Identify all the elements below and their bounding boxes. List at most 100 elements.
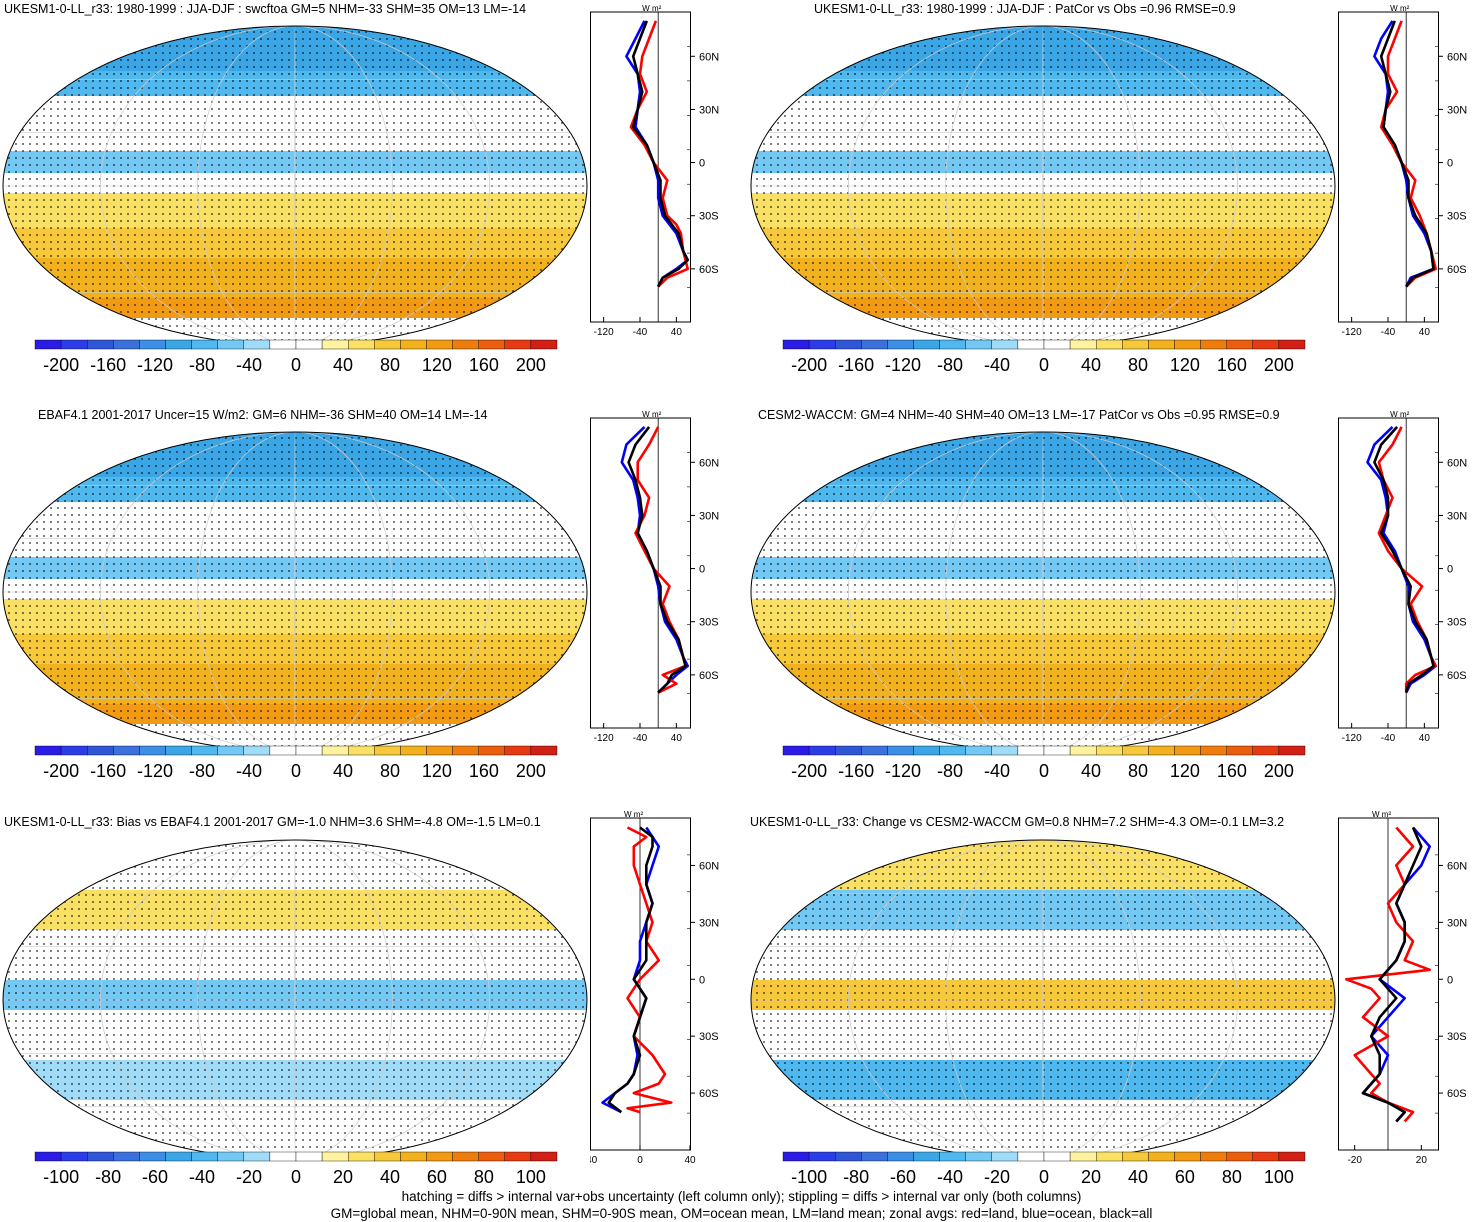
colorbar-tick-label: 100 <box>1264 1167 1294 1187</box>
colorbar-swatch <box>60 1151 88 1162</box>
colorbar-swatch <box>834 745 862 756</box>
map-plot <box>2 431 588 753</box>
colorbar-tick-label: 60 <box>1175 1167 1195 1187</box>
panel-title: UKESM1-0-LL_r33: 1980-1999 : JJA-DJF : s… <box>4 2 527 16</box>
colorbar-swatch <box>965 745 992 756</box>
colorbar-swatch <box>965 339 992 350</box>
colorbar-swatch <box>1069 339 1097 350</box>
colorbar-tick-label: 40 <box>333 355 353 375</box>
colorbar-swatch <box>269 1151 297 1162</box>
colorbar-swatch <box>113 339 140 350</box>
colorbar-swatch <box>782 339 810 350</box>
x-tick-label: 40 <box>671 327 683 338</box>
colorbar-swatch <box>60 745 88 756</box>
zonal-series-land <box>626 826 673 1114</box>
colorbar-swatch <box>478 745 506 756</box>
footer-note-means: GM=global mean, NHM=0-90N mean, SHM=0-90… <box>330 1206 1153 1221</box>
colorbar-tick-label: 0 <box>291 761 301 781</box>
panel-title: UKESM1-0-LL_r33: 1980-1999 : JJA-DJF : P… <box>814 2 1236 16</box>
colorbar-swatch <box>348 339 375 350</box>
colorbar-swatch <box>887 1151 914 1162</box>
colorbar-swatch <box>426 1151 453 1162</box>
colorbar-swatch <box>1017 745 1045 756</box>
colorbar-swatch <box>321 339 349 350</box>
map-field <box>751 432 1335 752</box>
colorbar-swatch <box>478 339 506 350</box>
colorbar: -200 -160 -120 -80 -40 0 40 80 120 160 200 <box>34 339 558 375</box>
colorbar-tick-label: -160 <box>90 761 126 781</box>
unit-label: W m² <box>642 410 661 419</box>
colorbar-swatch <box>34 339 62 350</box>
colorbar-swatch <box>34 1151 62 1162</box>
colorbar-swatch <box>991 339 1019 350</box>
lat-tick-label: 30N <box>699 104 719 116</box>
lat-tick-label: 60S <box>699 670 719 682</box>
colorbar-swatch <box>1200 745 1227 756</box>
lat-tick-label: 60S <box>1447 1088 1467 1100</box>
colorbar: -100 -80 -60 -40 -20 0 20 40 60 80 100 <box>34 1151 558 1187</box>
colorbar-tick-label: 80 <box>1222 1167 1242 1187</box>
x-tick-label: -40 <box>633 733 648 744</box>
colorbar-tick-label: -20 <box>236 1167 262 1187</box>
lat-tick-label: 0 <box>699 974 705 986</box>
x-tick-label: -40 <box>1381 733 1396 744</box>
unit-label: W m² <box>1390 410 1409 419</box>
colorbar-swatch <box>861 745 888 756</box>
colorbar-swatch <box>1122 745 1149 756</box>
colorbar-swatch <box>295 339 323 350</box>
colorbar-swatch <box>808 745 836 756</box>
colorbar-swatch <box>217 745 244 756</box>
colorbar-tick-label: 60 <box>427 1167 447 1187</box>
unit-label: W m² <box>1390 4 1409 13</box>
colorbar-swatch <box>1174 1151 1201 1162</box>
colorbar-swatch <box>374 339 401 350</box>
colorbar-swatch <box>139 745 166 756</box>
x-tick-label: -120 <box>594 327 614 338</box>
colorbar-swatch <box>965 1151 992 1162</box>
map-plot <box>2 839 588 1161</box>
colorbar-swatch <box>400 1151 427 1162</box>
colorbar-swatch <box>1017 1151 1045 1162</box>
colorbar-swatch <box>1148 745 1175 756</box>
colorbar-tick-label: -80 <box>95 1167 121 1187</box>
colorbar-swatch <box>1200 339 1227 350</box>
colorbar-swatch <box>452 1151 479 1162</box>
x-tick-label: -40 <box>633 327 648 338</box>
zonal-series-all <box>1379 20 1435 288</box>
colorbar: -200 -160 -120 -80 -40 0 40 80 120 160 200 <box>782 745 1306 781</box>
colorbar-swatch <box>217 339 244 350</box>
colorbar-swatch <box>1017 339 1045 350</box>
colorbar-swatch <box>243 1151 271 1162</box>
colorbar-tick-label: 160 <box>1217 355 1247 375</box>
colorbar-tick-label: 160 <box>1217 761 1247 781</box>
colorbar-swatch <box>834 339 862 350</box>
colorbar-tick-label: -40 <box>236 761 262 781</box>
colorbar-swatch <box>782 745 810 756</box>
colorbar-tick-label: 40 <box>333 761 353 781</box>
colorbar-tick-label: 20 <box>333 1167 353 1187</box>
zonal-mean-plot: W m² 60N 30N 0 30S 60S -20 20 <box>1338 810 1467 1166</box>
colorbar-tick-label: 160 <box>469 355 499 375</box>
colorbar-swatch <box>1278 745 1306 756</box>
colorbar-swatch <box>60 339 88 350</box>
colorbar-swatch <box>939 1151 966 1162</box>
colorbar-swatch <box>348 745 375 756</box>
lat-tick-label: 60N <box>699 51 719 63</box>
x-tick-label: 20 <box>1416 1155 1428 1166</box>
colorbar-swatch <box>191 1151 218 1162</box>
colorbar-swatch <box>269 339 297 350</box>
colorbar-tick-label: -40 <box>236 355 262 375</box>
colorbar-swatch <box>1043 745 1071 756</box>
zonal-series-land <box>1345 826 1431 1123</box>
panel-title: EBAF4.1 2001-2017 Uncer=15 W/m2: GM=6 NH… <box>38 408 488 422</box>
colorbar-swatch <box>86 1151 114 1162</box>
colorbar-swatch <box>530 745 558 756</box>
x-tick-label: -120 <box>1342 327 1362 338</box>
colorbar-tick-label: -200 <box>791 355 827 375</box>
footer-note-hatching: hatching = diffs > internal var+obs unce… <box>401 1189 1082 1204</box>
colorbar-swatch <box>113 1151 140 1162</box>
x-tick-label: 40 <box>684 1155 696 1166</box>
colorbar-swatch <box>782 1151 810 1162</box>
colorbar-tick-label: 80 <box>1128 761 1148 781</box>
unit-label: W m² <box>642 4 661 13</box>
